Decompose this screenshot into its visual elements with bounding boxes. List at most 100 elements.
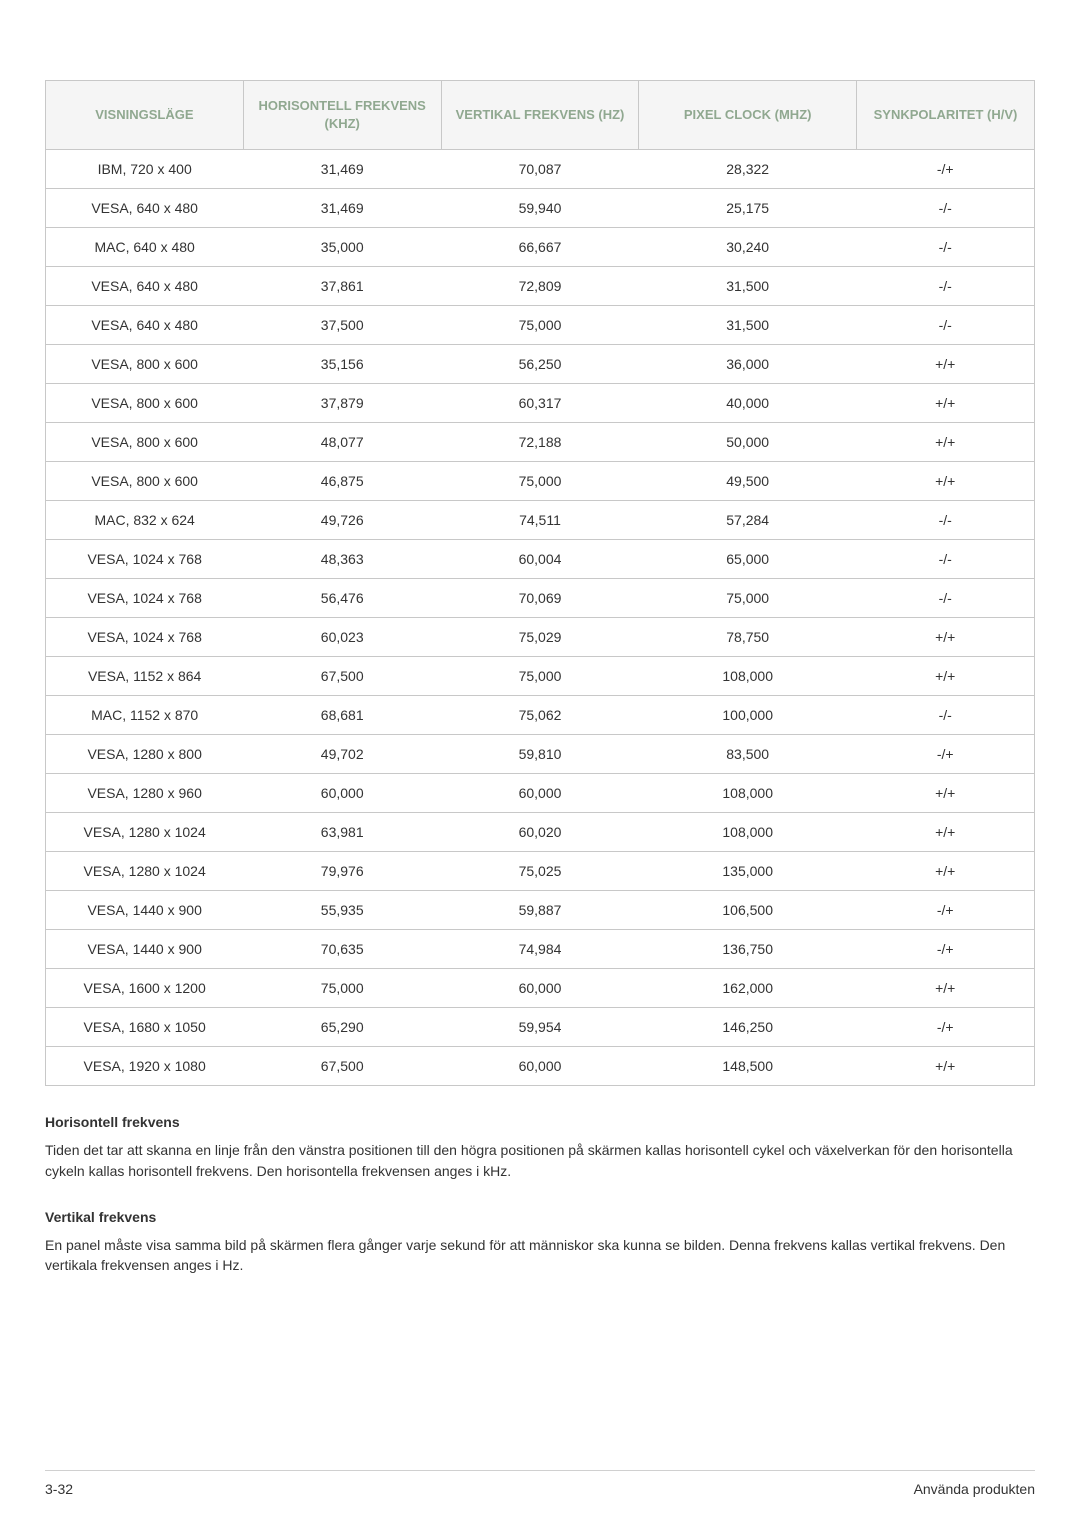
table-row: VESA, 1152 x 86467,50075,000108,000+/+	[46, 657, 1035, 696]
table-row: MAC, 832 x 62449,72674,51157,284-/-	[46, 501, 1035, 540]
table-row: VESA, 640 x 48037,50075,00031,500-/-	[46, 306, 1035, 345]
col-header-pixelclock: PIXEL CLOCK (MHZ)	[639, 81, 857, 150]
table-cell: VESA, 1280 x 1024	[46, 813, 244, 852]
table-cell: -/-	[856, 501, 1034, 540]
heading-vfreq: Vertikal frekvens	[45, 1209, 1035, 1225]
table-cell: 59,940	[441, 189, 639, 228]
table-cell: VESA, 1280 x 800	[46, 735, 244, 774]
table-cell: IBM, 720 x 400	[46, 150, 244, 189]
table-cell: 50,000	[639, 423, 857, 462]
table-cell: VESA, 1440 x 900	[46, 891, 244, 930]
col-header-vfreq: VERTIKAL FREKVENS (HZ)	[441, 81, 639, 150]
table-cell: 40,000	[639, 384, 857, 423]
table-cell: 75,000	[243, 969, 441, 1008]
table-row: IBM, 720 x 40031,46970,08728,322-/+	[46, 150, 1035, 189]
table-row: VESA, 1440 x 90070,63574,984136,750-/+	[46, 930, 1035, 969]
text-hfreq: Tiden det tar att skanna en linje från d…	[45, 1140, 1035, 1181]
table-cell: +/+	[856, 657, 1034, 696]
table-cell: 68,681	[243, 696, 441, 735]
table-cell: VESA, 800 x 600	[46, 384, 244, 423]
table-cell: 59,954	[441, 1008, 639, 1047]
table-cell: 59,887	[441, 891, 639, 930]
table-cell: MAC, 832 x 624	[46, 501, 244, 540]
table-cell: 31,500	[639, 306, 857, 345]
table-cell: 136,750	[639, 930, 857, 969]
page-content: VISNINGSLÄGE HORISONTELL FREKVENS (KHZ) …	[0, 0, 1080, 1276]
table-cell: -/-	[856, 228, 1034, 267]
table-cell: 106,500	[639, 891, 857, 930]
table-cell: 48,363	[243, 540, 441, 579]
table-cell: 36,000	[639, 345, 857, 384]
table-row: VESA, 1280 x 102479,97675,025135,000+/+	[46, 852, 1035, 891]
col-header-hfreq: HORISONTELL FREKVENS (KHZ)	[243, 81, 441, 150]
table-cell: -/-	[856, 306, 1034, 345]
table-row: VESA, 640 x 48031,46959,94025,175-/-	[46, 189, 1035, 228]
table-cell: 37,861	[243, 267, 441, 306]
table-cell: 37,500	[243, 306, 441, 345]
table-cell: 148,500	[639, 1047, 857, 1086]
table-cell: +/+	[856, 345, 1034, 384]
table-cell: +/+	[856, 852, 1034, 891]
table-cell: 31,469	[243, 189, 441, 228]
table-cell: 59,810	[441, 735, 639, 774]
table-cell: 65,290	[243, 1008, 441, 1047]
table-cell: 35,000	[243, 228, 441, 267]
table-cell: 46,875	[243, 462, 441, 501]
table-cell: -/+	[856, 735, 1034, 774]
table-cell: 72,809	[441, 267, 639, 306]
table-cell: -/-	[856, 696, 1034, 735]
table-cell: +/+	[856, 813, 1034, 852]
table-cell: VESA, 640 x 480	[46, 306, 244, 345]
table-cell: VESA, 800 x 600	[46, 462, 244, 501]
page-number: 3-32	[45, 1481, 73, 1497]
table-cell: 60,020	[441, 813, 639, 852]
table-cell: 108,000	[639, 657, 857, 696]
table-row: VESA, 1024 x 76856,47670,06975,000-/-	[46, 579, 1035, 618]
text-vfreq: En panel måste visa samma bild på skärme…	[45, 1235, 1035, 1276]
table-row: MAC, 640 x 48035,00066,66730,240-/-	[46, 228, 1035, 267]
table-body: IBM, 720 x 40031,46970,08728,322-/+VESA,…	[46, 150, 1035, 1086]
table-cell: VESA, 1600 x 1200	[46, 969, 244, 1008]
table-cell: +/+	[856, 1047, 1034, 1086]
table-cell: 60,023	[243, 618, 441, 657]
table-cell: 83,500	[639, 735, 857, 774]
table-cell: 56,476	[243, 579, 441, 618]
table-row: MAC, 1152 x 87068,68175,062100,000-/-	[46, 696, 1035, 735]
table-cell: 55,935	[243, 891, 441, 930]
table-cell: VESA, 1280 x 1024	[46, 852, 244, 891]
col-header-syncpol: SYNKPOLARITET (H/V)	[856, 81, 1034, 150]
table-cell: 30,240	[639, 228, 857, 267]
table-cell: 70,635	[243, 930, 441, 969]
table-cell: -/-	[856, 267, 1034, 306]
table-cell: 28,322	[639, 150, 857, 189]
table-cell: VESA, 1024 x 768	[46, 579, 244, 618]
table-cell: 60,004	[441, 540, 639, 579]
table-cell: 60,000	[441, 774, 639, 813]
footer-title: Använda produkten	[914, 1481, 1035, 1497]
table-cell: 67,500	[243, 1047, 441, 1086]
table-cell: 75,000	[639, 579, 857, 618]
table-row: VESA, 1280 x 96060,00060,000108,000+/+	[46, 774, 1035, 813]
table-cell: 100,000	[639, 696, 857, 735]
table-row: VESA, 800 x 60046,87575,00049,500+/+	[46, 462, 1035, 501]
table-cell: +/+	[856, 774, 1034, 813]
table-cell: 75,029	[441, 618, 639, 657]
table-cell: -/-	[856, 540, 1034, 579]
table-cell: 60,000	[441, 969, 639, 1008]
table-cell: MAC, 640 x 480	[46, 228, 244, 267]
section-hfreq: Horisontell frekvens Tiden det tar att s…	[45, 1114, 1035, 1181]
table-cell: 49,702	[243, 735, 441, 774]
page-footer: 3-32 Använda produkten	[45, 1470, 1035, 1497]
table-cell: 75,000	[441, 462, 639, 501]
table-cell: 60,317	[441, 384, 639, 423]
table-cell: 49,726	[243, 501, 441, 540]
table-row: VESA, 1680 x 105065,29059,954146,250-/+	[46, 1008, 1035, 1047]
table-cell: 74,511	[441, 501, 639, 540]
table-row: VESA, 1024 x 76848,36360,00465,000-/-	[46, 540, 1035, 579]
table-cell: 48,077	[243, 423, 441, 462]
table-row: VESA, 1280 x 80049,70259,81083,500-/+	[46, 735, 1035, 774]
table-cell: 65,000	[639, 540, 857, 579]
table-cell: 31,500	[639, 267, 857, 306]
col-header-mode: VISNINGSLÄGE	[46, 81, 244, 150]
table-cell: 72,188	[441, 423, 639, 462]
